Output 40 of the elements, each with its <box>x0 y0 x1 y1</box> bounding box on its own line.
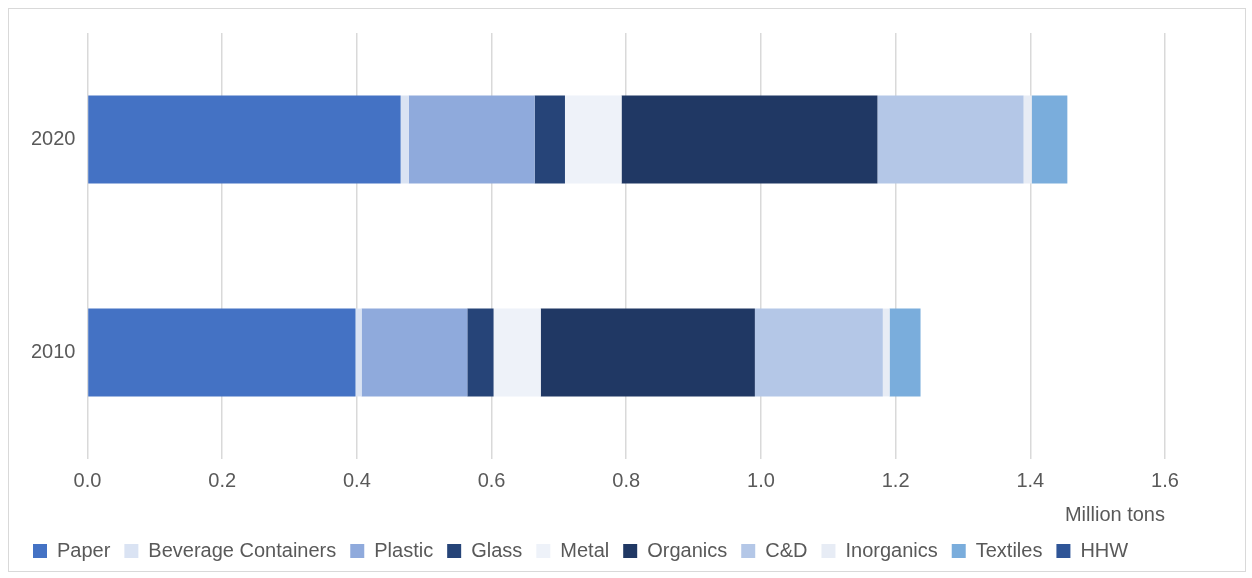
y-tick-label: 2010 <box>30 340 76 363</box>
x-tick-label: 0.0 <box>73 468 102 491</box>
legend-label: Glass <box>471 538 523 561</box>
bar <box>540 308 755 397</box>
x-tick-label: 1.4 <box>1016 468 1045 491</box>
bar <box>493 308 541 397</box>
bar <box>1031 95 1068 184</box>
x-axis-title: Million tons <box>1064 502 1165 525</box>
bar <box>621 95 878 184</box>
x-tick-label: 0.2 <box>208 468 237 491</box>
bar <box>877 95 1024 184</box>
x-tick-label: 1.6 <box>1151 468 1179 491</box>
bar <box>889 308 921 397</box>
legend-label: Organics <box>647 538 728 561</box>
bar <box>88 308 356 397</box>
legend-label: Metal <box>560 538 610 561</box>
legend-label: HHW <box>1080 538 1129 561</box>
bar <box>534 95 565 184</box>
bar <box>564 95 622 184</box>
bar <box>355 308 362 397</box>
bar <box>88 95 401 184</box>
legend-label: Beverage Containers <box>148 538 337 561</box>
x-tick-label: 1.0 <box>747 468 775 491</box>
legend-label: Inorganics <box>845 538 938 561</box>
bar <box>754 308 883 397</box>
x-tick-label: 0.8 <box>612 468 641 491</box>
bar <box>400 95 409 184</box>
bar <box>467 308 494 397</box>
x-tick-label: 0.6 <box>477 468 506 491</box>
legend-label: Paper <box>57 538 111 561</box>
x-tick-label: 1.2 <box>881 468 910 491</box>
y-tick-label: 2020 <box>30 127 76 150</box>
legend-label: Textiles <box>975 538 1043 561</box>
bar <box>408 95 535 184</box>
legend-label: C&D <box>765 538 808 561</box>
x-tick-label: 0.4 <box>342 468 371 491</box>
bar <box>1023 95 1032 184</box>
bar <box>882 308 890 397</box>
bar <box>361 308 468 397</box>
legend-label: Plastic <box>374 538 434 561</box>
